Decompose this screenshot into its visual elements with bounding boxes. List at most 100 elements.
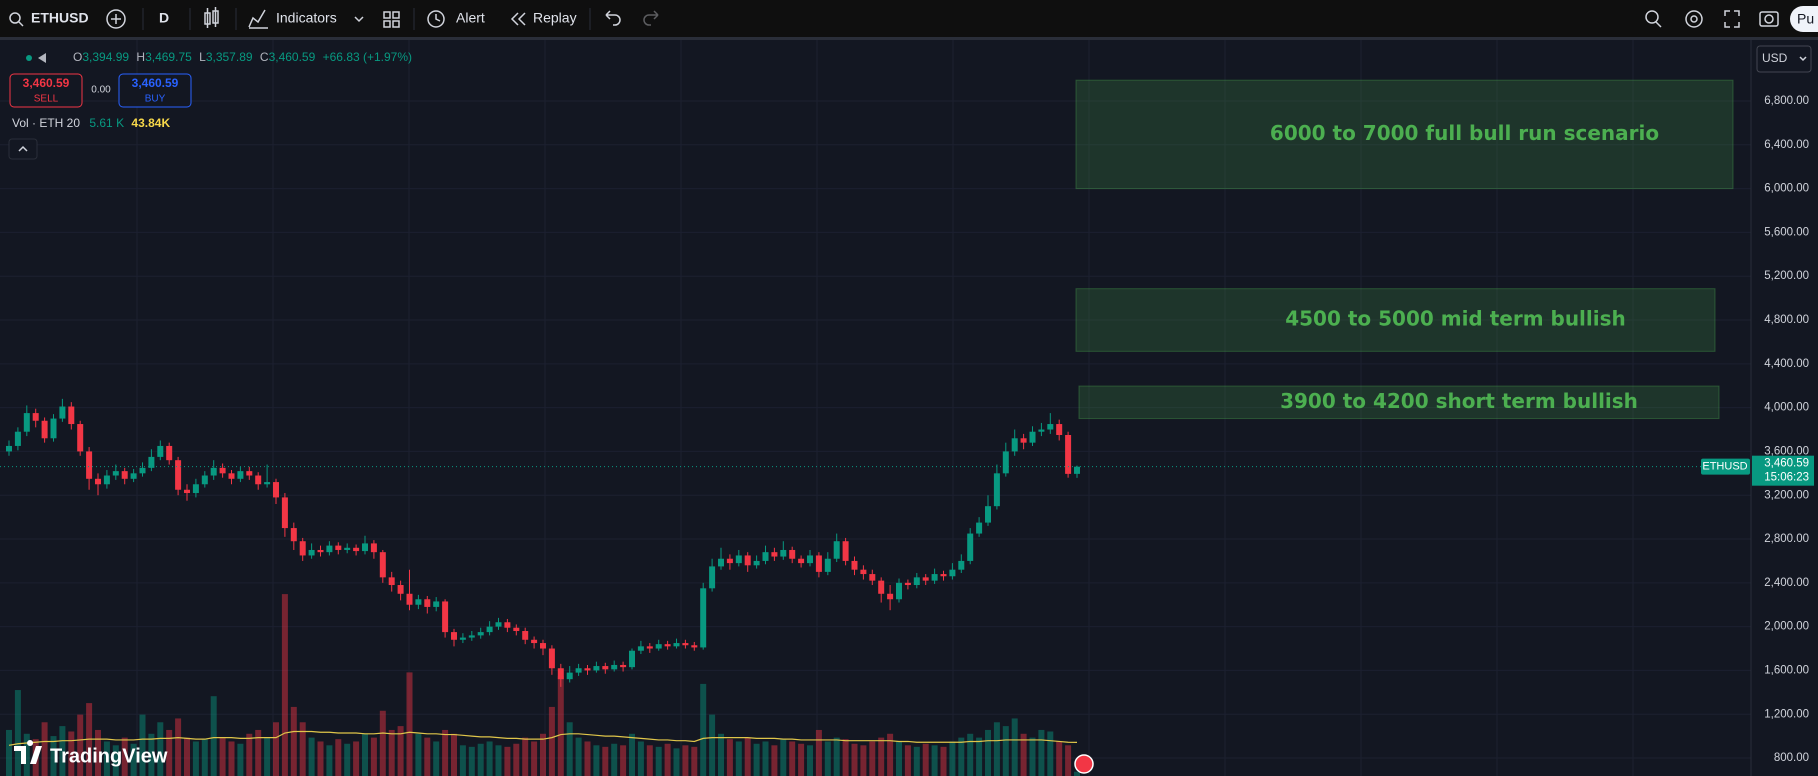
volume-bar xyxy=(264,737,271,776)
volume-bar xyxy=(753,743,760,776)
layouts-button[interactable] xyxy=(383,11,400,28)
quick-search[interactable] xyxy=(1645,10,1662,28)
y-tick-label: 4,000.00 xyxy=(1764,402,1809,414)
volume-bar xyxy=(655,746,662,776)
indicators-label[interactable]: Indicators xyxy=(276,10,337,26)
currency-caret[interactable] xyxy=(1799,56,1807,62)
candle-body xyxy=(789,549,796,559)
volume-pane xyxy=(6,594,1080,776)
candle-body xyxy=(815,555,822,572)
candle-body xyxy=(1038,429,1045,432)
candle-body xyxy=(869,574,876,581)
volume-bar xyxy=(958,737,965,776)
candle-body xyxy=(326,545,333,553)
candle-body xyxy=(264,482,271,485)
toolbar-border xyxy=(0,37,1818,40)
candle-body xyxy=(442,601,449,633)
candle-body xyxy=(904,582,911,586)
candle-body xyxy=(1074,466,1080,474)
replay-button[interactable]: Replay xyxy=(510,10,577,26)
candle-body xyxy=(593,666,600,671)
volume-bar xyxy=(860,745,867,776)
volume-bar xyxy=(184,737,190,776)
ohlc-value: 3,357.89 xyxy=(206,50,253,64)
countdown: 15:06:23 xyxy=(1764,472,1809,484)
sell-button[interactable] xyxy=(9,73,83,108)
y-tick-label: 3,200.00 xyxy=(1764,489,1809,501)
buy-label[interactable]: BUY xyxy=(145,94,166,105)
indicators-button[interactable]: Indicators xyxy=(248,9,364,29)
undo-button[interactable] xyxy=(605,10,621,26)
volume-legend: Vol · ETH 20 5.61 K 43.84K xyxy=(12,116,170,130)
collapse-button[interactable] xyxy=(8,138,38,160)
candle-body xyxy=(77,424,84,452)
publish-button[interactable] xyxy=(1790,6,1818,32)
buy-price[interactable]: 3,460.59 xyxy=(132,76,179,90)
sell-label[interactable]: SELL xyxy=(34,94,59,105)
candle-body xyxy=(807,555,813,564)
snapshot-button[interactable] xyxy=(1759,11,1779,27)
candle-body xyxy=(201,475,208,485)
volume-bar xyxy=(103,741,110,776)
compare-button[interactable] xyxy=(106,9,126,29)
volume-bar xyxy=(1002,726,1009,776)
volume-bar xyxy=(442,729,449,776)
volume-bar xyxy=(771,745,778,776)
candle-body xyxy=(602,666,609,670)
replay-label[interactable]: Replay xyxy=(533,10,577,26)
volume-bar xyxy=(370,737,377,776)
volume-bar xyxy=(815,729,822,776)
candle-body xyxy=(335,545,342,550)
volume-bar xyxy=(281,594,288,776)
candle-body xyxy=(940,574,947,577)
candle-body xyxy=(513,627,520,632)
publish-label[interactable]: Pu xyxy=(1797,11,1814,27)
logo: TradingView xyxy=(50,745,168,767)
volume-bar xyxy=(353,741,360,776)
alert-label[interactable]: Alert xyxy=(456,10,485,26)
buy-button[interactable] xyxy=(118,73,192,108)
alert-button[interactable]: Alert xyxy=(427,10,485,28)
settings-button[interactable] xyxy=(1685,10,1703,28)
candle-body xyxy=(629,650,635,668)
chart-type-button[interactable] xyxy=(204,7,219,28)
candle-body xyxy=(887,593,894,600)
candle-body xyxy=(281,497,288,529)
candle-body xyxy=(896,582,902,600)
overlay: ETHUSD xyxy=(0,458,1751,475)
candle-body xyxy=(1002,451,1009,474)
volume-bar xyxy=(575,737,582,776)
candle-body xyxy=(210,467,217,476)
candle-body xyxy=(95,478,101,485)
ohlc-key: C xyxy=(260,50,269,64)
symbol[interactable]: ETHUSD xyxy=(31,10,89,26)
volume-bar xyxy=(379,710,386,776)
volume-ma-value: 43.84K xyxy=(131,116,170,130)
volume-bar xyxy=(531,741,538,776)
volume-bar xyxy=(664,743,671,776)
candle-body xyxy=(753,560,760,566)
currency[interactable]: USD xyxy=(1762,51,1788,65)
candle-body xyxy=(931,574,938,581)
collapse-caret[interactable] xyxy=(18,145,28,152)
candle-body xyxy=(184,489,190,494)
sell-price[interactable]: 3,460.59 xyxy=(23,76,70,90)
zone xyxy=(1075,288,1716,352)
currency-select[interactable] xyxy=(1756,45,1812,73)
candle-body xyxy=(851,560,858,570)
fullscreen-button[interactable] xyxy=(1724,10,1740,28)
symbol-search[interactable]: ETHUSD xyxy=(9,10,89,27)
volume-bar xyxy=(931,745,938,776)
ohlc-value: 3,469.75 xyxy=(145,50,192,64)
volume-bar xyxy=(869,741,876,776)
interval[interactable]: D xyxy=(159,10,169,26)
volume-bar xyxy=(201,739,208,776)
candle-body xyxy=(780,549,787,557)
volume-bar xyxy=(700,683,707,776)
redo-button[interactable] xyxy=(643,10,659,26)
candle-body xyxy=(148,456,155,468)
volume-bar xyxy=(495,745,502,776)
event-icon[interactable] xyxy=(1074,754,1094,774)
